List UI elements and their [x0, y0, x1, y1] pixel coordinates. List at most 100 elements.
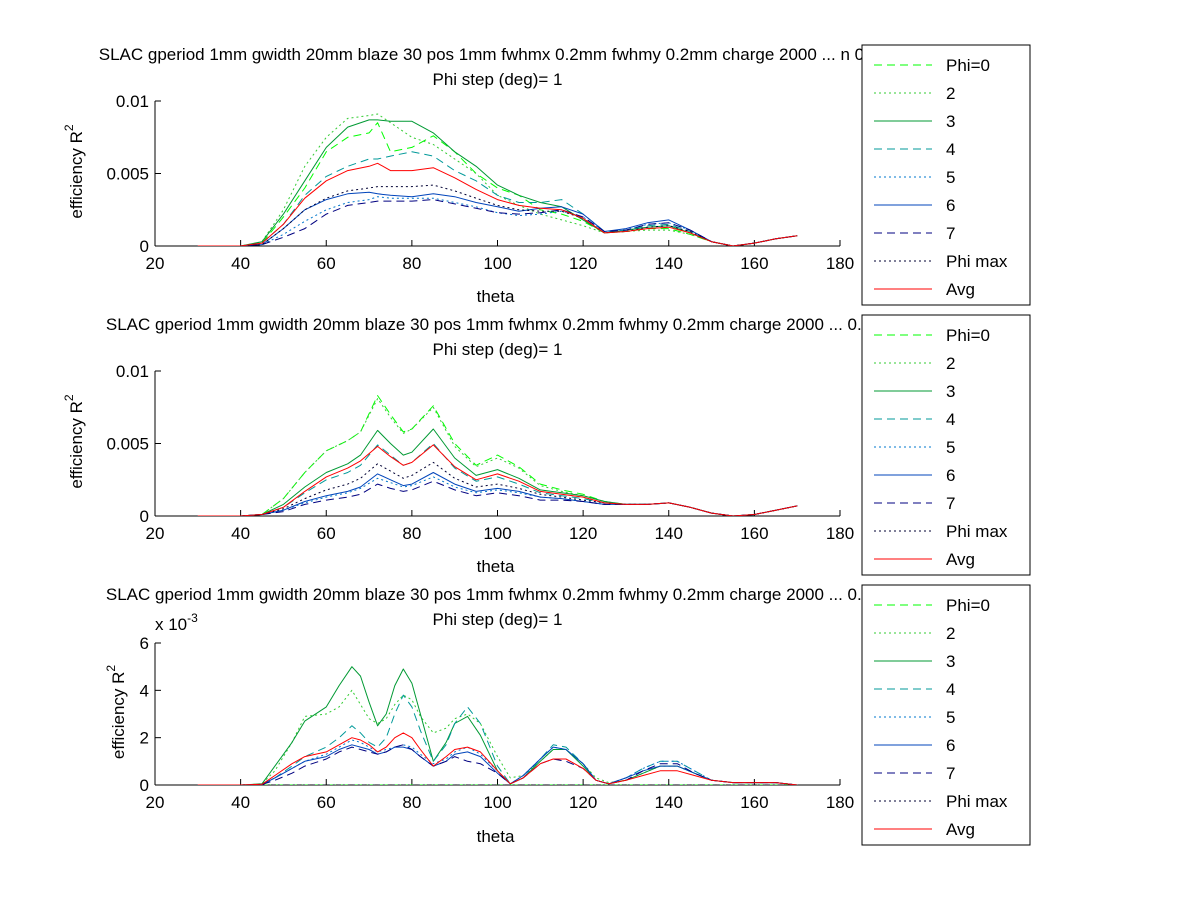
y-exponent-label: x 10-3	[155, 611, 198, 634]
y-tick-label: 0.005	[106, 435, 149, 454]
legend: Phi=0 2 3 4 5 6 7 Phi max Avg	[861, 44, 1031, 306]
x-tick-label: 100	[483, 793, 511, 812]
legend-label: 6	[946, 466, 955, 485]
legend-box	[861, 584, 1031, 846]
x-tick-label: 100	[483, 524, 511, 543]
series-line-9	[197, 732, 798, 785]
x-tick-label: 120	[569, 524, 597, 543]
series-line-9	[197, 444, 798, 516]
legend-label: 3	[946, 652, 955, 671]
y-tick-label: 2	[140, 729, 149, 748]
x-tick-label: 80	[402, 524, 421, 543]
series-line-4	[197, 151, 798, 246]
legend-label: Avg	[946, 820, 975, 839]
y-tick-label: 0.005	[106, 165, 149, 184]
legend-box	[861, 44, 1031, 306]
chart-title: SLAC gperiod 1mm gwidth 20mm blaze 30 po…	[99, 45, 896, 64]
subplot-1: SLAC gperiod 1mm gwidth 20mm blaze 30 po…	[62, 44, 1031, 306]
x-axis-label: theta	[477, 557, 515, 576]
x-tick-label: 160	[740, 254, 768, 273]
legend-label: Phi=0	[946, 596, 990, 615]
x-tick-label: 20	[146, 793, 165, 812]
series-line-6	[197, 744, 798, 785]
x-tick-label: 140	[655, 254, 683, 273]
y-tick-label: 0	[140, 776, 149, 795]
x-tick-label: 40	[231, 254, 250, 273]
series-line-1	[197, 122, 798, 246]
y-axis-label: efficiency R2	[62, 124, 86, 219]
series-line-3	[197, 428, 798, 516]
series-line-8	[197, 184, 798, 246]
chart-subtitle: Phi step (deg)= 1	[433, 340, 563, 359]
x-tick-label: 140	[655, 524, 683, 543]
x-tick-label: 40	[231, 524, 250, 543]
legend-label: Phi max	[946, 252, 1008, 271]
x-tick-label: 120	[569, 793, 597, 812]
y-axis-label-text: efficiency R	[67, 131, 86, 219]
x-tick-label: 160	[740, 793, 768, 812]
x-tick-label: 180	[826, 254, 854, 273]
legend-label: 4	[946, 140, 955, 159]
x-tick-label: 180	[826, 524, 854, 543]
chart-title: SLAC gperiod 1mm gwidth 20mm blaze 30 po…	[106, 585, 889, 604]
y-exponent-base: x 10	[155, 615, 187, 634]
x-tick-label: 80	[402, 254, 421, 273]
legend-label: Phi=0	[946, 56, 990, 75]
legend-label: 2	[946, 354, 955, 373]
legend-label: Avg	[946, 550, 975, 569]
legend-label: 2	[946, 84, 955, 103]
legend-label: 3	[946, 112, 955, 131]
y-tick-label: 0.01	[116, 362, 149, 381]
y-tick-label: 0	[140, 507, 149, 526]
legend-label: 7	[946, 224, 955, 243]
legend-label: 2	[946, 624, 955, 643]
series-line-4	[197, 694, 798, 785]
series-line-3	[197, 119, 798, 246]
x-tick-label: 20	[146, 524, 165, 543]
series-line-4	[197, 443, 798, 516]
x-tick-label: 40	[231, 793, 250, 812]
x-axis-label: theta	[477, 827, 515, 846]
series-line-1	[197, 395, 798, 516]
y-axis-label-text: efficiency R	[67, 401, 86, 489]
y-tick-label: 4	[140, 681, 149, 700]
y-axis-label-sup: 2	[104, 665, 118, 672]
legend-label: 4	[946, 680, 955, 699]
y-axis-label-sup: 2	[62, 124, 76, 131]
legend-box	[861, 314, 1031, 576]
legend-label: 5	[946, 168, 955, 187]
legend-label: Phi=0	[946, 326, 990, 345]
x-tick-label: 160	[740, 524, 768, 543]
y-axis-label-sup: 2	[62, 394, 76, 401]
y-exponent-power: -3	[187, 611, 198, 625]
legend-label: Phi max	[946, 792, 1008, 811]
series-line-2	[197, 113, 798, 246]
x-axis-label: theta	[477, 287, 515, 306]
y-tick-label: 0	[140, 237, 149, 256]
legend: Phi=0 2 3 4 5 6 7 Phi max Avg	[861, 584, 1031, 846]
series-line-2	[197, 398, 798, 516]
x-tick-label: 60	[317, 524, 336, 543]
series-line-2	[197, 689, 798, 785]
x-tick-label: 20	[146, 254, 165, 273]
series-line-6	[197, 191, 798, 246]
series-line-7	[197, 744, 798, 785]
series-line-5	[197, 739, 798, 785]
x-tick-label: 180	[826, 793, 854, 812]
chart-subtitle: Phi step (deg)= 1	[433, 70, 563, 89]
chart-title: SLAC gperiod 1mm gwidth 20mm blaze 30 po…	[106, 315, 889, 334]
legend-label: 5	[946, 708, 955, 727]
legend-label: Avg	[946, 280, 975, 299]
y-axis-label: efficiency R2	[62, 394, 86, 489]
x-tick-label: 100	[483, 254, 511, 273]
y-tick-label: 0.01	[116, 92, 149, 111]
legend-label: 7	[946, 494, 955, 513]
y-axis-label-text: efficiency R	[109, 672, 128, 760]
legend-label: 5	[946, 438, 955, 457]
series-line-7	[197, 480, 798, 516]
legend: Phi=0 2 3 4 5 6 7 Phi max Avg	[861, 314, 1031, 576]
series-line-9	[197, 162, 798, 246]
chart-subtitle: Phi step (deg)= 1	[433, 610, 563, 629]
legend-label: 3	[946, 382, 955, 401]
